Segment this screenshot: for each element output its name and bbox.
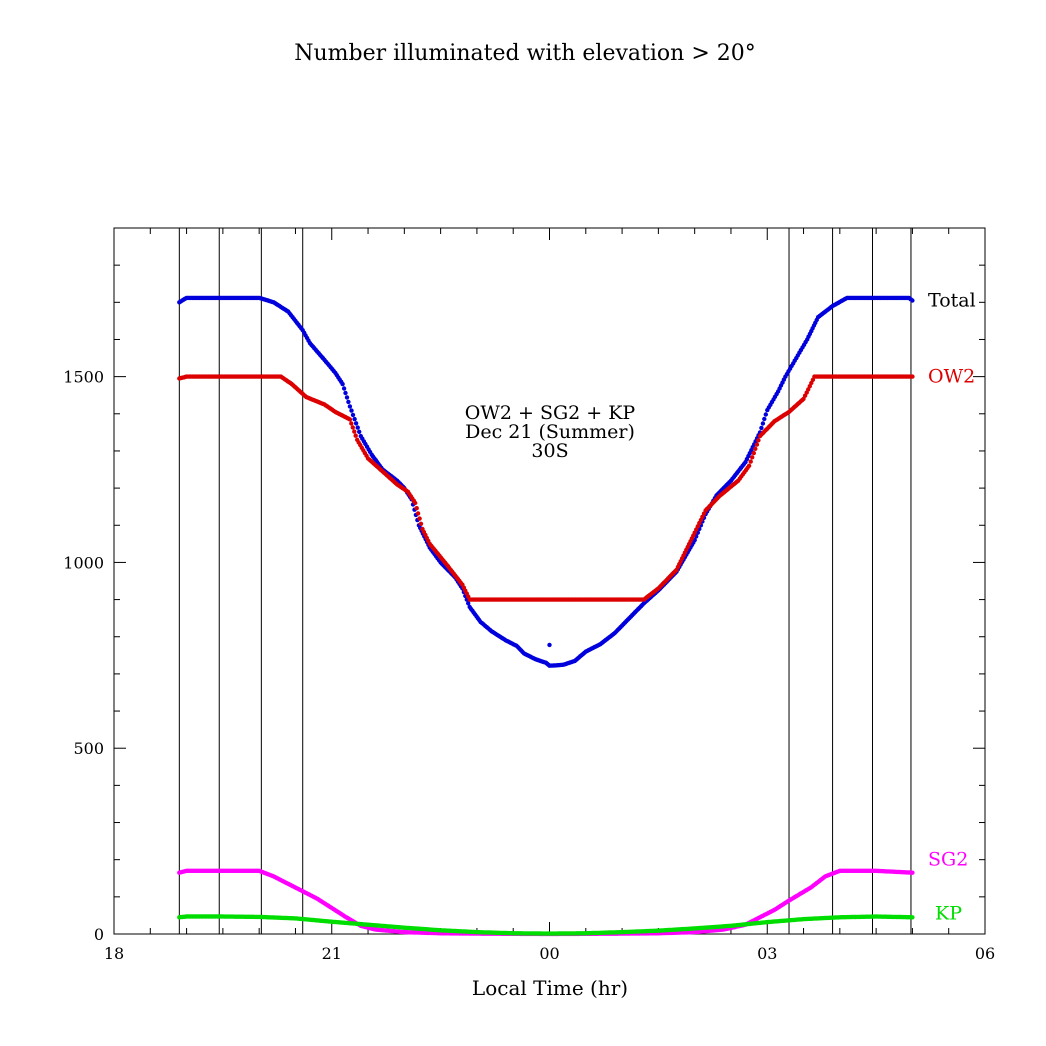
data-point-ow2: [413, 500, 418, 506]
data-point-ow2: [349, 421, 354, 426]
data-point-total: [343, 390, 348, 396]
data-point-total: [547, 642, 552, 648]
data-point-total: [349, 408, 354, 413]
annotation-line-2: Dec 21 (Summer): [465, 421, 635, 443]
data-point-ow2: [754, 442, 760, 447]
data-point-total: [763, 412, 768, 417]
data-point-total: [760, 421, 766, 426]
x-tick-label: 06: [975, 944, 995, 963]
data-point-ow2: [353, 433, 358, 438]
data-point-ow2: [418, 521, 424, 526]
data-point-total: [466, 601, 471, 606]
data-point-sg2: [910, 870, 915, 875]
chart-title: Number illuminated with elevation > 20°: [294, 41, 755, 66]
x-axis-label: Local Time (hr): [472, 976, 628, 1000]
data-point-ow2: [414, 506, 419, 511]
data-point-ow2: [417, 516, 422, 521]
series-label-kp: KP: [935, 903, 962, 925]
data-point-total: [340, 381, 345, 387]
data-point-ow2: [751, 450, 756, 456]
plot-frame: [113, 227, 986, 935]
data-point-total: [341, 386, 347, 391]
x-tick-label: 03: [757, 944, 777, 963]
annotation-line-3: 30S: [531, 440, 568, 462]
data-point-ow2: [756, 438, 761, 443]
data-point-ow2: [347, 417, 353, 422]
data-point-ow2: [753, 446, 758, 451]
data-point-ow2: [415, 511, 421, 516]
data-point-total: [344, 395, 350, 400]
data-points: [177, 295, 915, 937]
y-tick-label: 500: [73, 739, 104, 758]
data-point-total: [350, 412, 356, 418]
data-point-total: [357, 429, 362, 434]
data-point-total: [353, 421, 359, 426]
series-label-total: Total: [928, 289, 976, 311]
vertical-markers: [178, 228, 912, 934]
data-point-total: [355, 425, 360, 430]
data-point-kp: [910, 915, 915, 920]
data-point-ow2: [350, 425, 355, 430]
y-tick-label: 0: [94, 925, 104, 944]
data-point-total: [759, 425, 764, 431]
y-tick-label: 1000: [63, 553, 104, 572]
x-tick-label: 00: [539, 944, 559, 963]
annotation-line-1: OW2 + SG2 + KP: [465, 402, 636, 424]
series-label-sg2: SG2: [928, 849, 968, 871]
data-point-ow2: [750, 455, 755, 460]
data-point-total: [910, 298, 915, 303]
data-point-total: [352, 416, 357, 422]
data-point-ow2: [910, 374, 915, 379]
data-point-total: [347, 404, 353, 409]
x-tick-label: 21: [322, 944, 342, 963]
x-tick-label: 18: [104, 944, 124, 963]
series-label-ow2: OW2: [928, 366, 975, 388]
y-tick-label: 1500: [63, 368, 104, 387]
series-labels: Total OW2 SG2 KP: [928, 289, 976, 924]
data-point-ow2: [748, 459, 753, 464]
data-point-total: [762, 416, 767, 422]
data-point-ow2: [352, 429, 357, 434]
data-point-total: [346, 399, 351, 405]
axis-ticks: 18 21 00 03 06 0 500 1000 1500: [63, 227, 995, 963]
data-point-ow2: [746, 463, 752, 468]
